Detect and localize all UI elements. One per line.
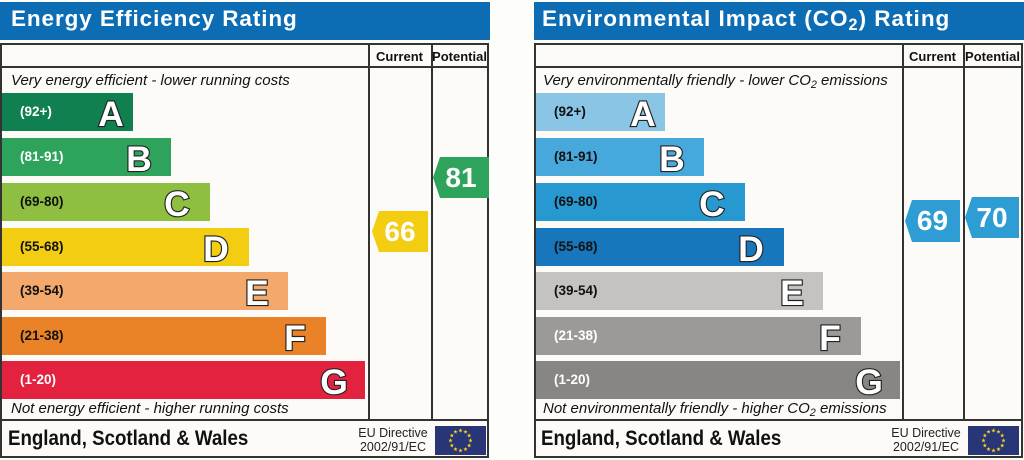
svg-text:A: A: [98, 94, 124, 133]
svg-text:D: D: [203, 229, 229, 268]
svg-text:B: B: [659, 139, 685, 178]
svg-text:F: F: [819, 318, 841, 357]
svg-text:C: C: [699, 184, 725, 223]
svg-text:A: A: [630, 94, 656, 133]
svg-text:E: E: [245, 273, 269, 312]
svg-text:E: E: [780, 273, 804, 312]
svg-text:G: G: [320, 362, 348, 401]
svg-text:F: F: [284, 318, 306, 357]
svg-text:G: G: [855, 362, 883, 401]
svg-text:B: B: [126, 139, 152, 178]
svg-text:D: D: [738, 229, 764, 268]
svg-text:C: C: [164, 184, 190, 223]
